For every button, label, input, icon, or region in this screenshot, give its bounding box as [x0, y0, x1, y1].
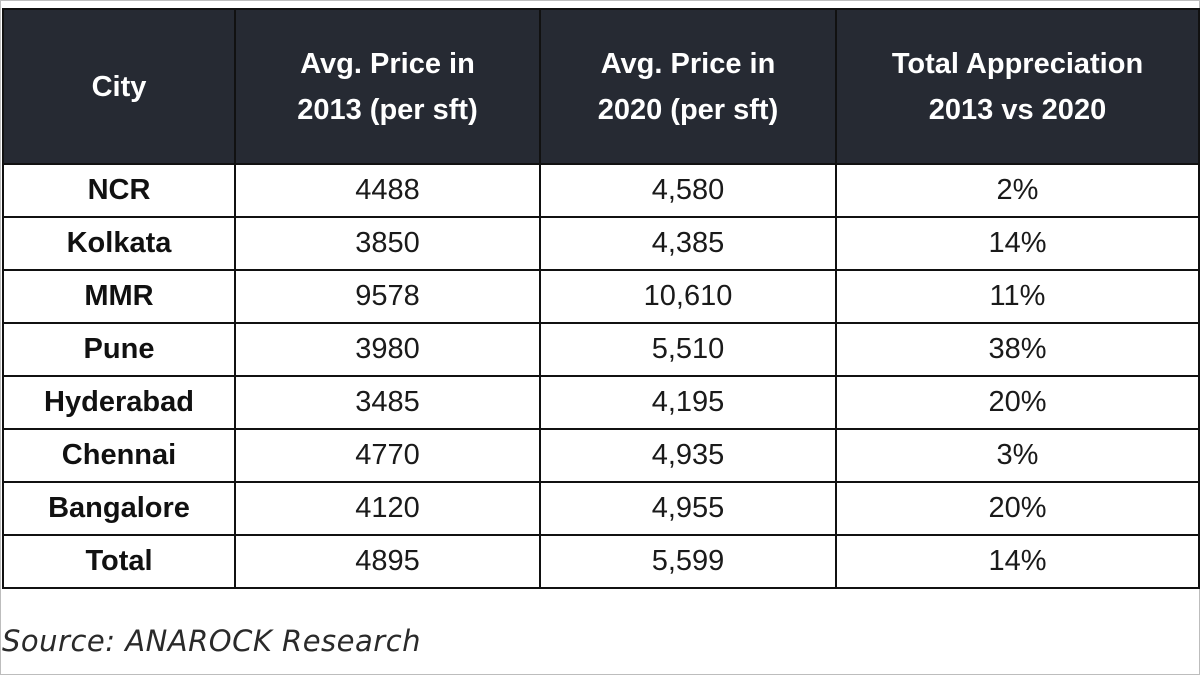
city-cell: NCR: [2, 163, 236, 218]
appreciation-cell: 3%: [835, 428, 1200, 483]
price-2020-cell: 5,510: [539, 322, 837, 377]
city-cell: Chennai: [2, 428, 236, 483]
header-price-2020-line1: Avg. Price in: [600, 47, 776, 80]
city-cell: Hyderabad: [2, 375, 236, 430]
source-caption: Source: ANAROCK Research: [2, 624, 422, 658]
price-2020-cell: 5,599: [539, 534, 837, 589]
header-price-2013: Avg. Price in 2013 (per sft): [234, 8, 541, 165]
price-2013-cell: 3485: [234, 375, 541, 430]
city-cell: Bangalore: [2, 481, 236, 536]
appreciation-cell: 2%: [835, 163, 1200, 218]
table-header: City Avg. Price in 2013 (per sft) Avg. Pr…: [2, 8, 1200, 165]
table-row: Pune 3980 5,510 38%: [2, 322, 1200, 377]
price-2013-cell: 4895: [234, 534, 541, 589]
price-2013-cell: 4488: [234, 163, 541, 218]
price-2020-cell: 10,610: [539, 269, 837, 324]
price-2020-cell: 4,195: [539, 375, 837, 430]
table-body: NCR 4488 4,580 2% Kolkata 3850 4,385 14%…: [2, 163, 1200, 589]
header-price-2020: Avg. Price in 2020 (per sft): [539, 8, 837, 165]
price-2013-cell: 3850: [234, 216, 541, 271]
header-city-label: City: [91, 70, 147, 103]
header-appreciation-line1: Total Appreciation: [891, 47, 1144, 80]
price-2013-cell: 4120: [234, 481, 541, 536]
appreciation-cell: 14%: [835, 216, 1200, 271]
table-row: NCR 4488 4,580 2%: [2, 163, 1200, 218]
appreciation-cell: 20%: [835, 481, 1200, 536]
price-2013-cell: 3980: [234, 322, 541, 377]
header-row: City Avg. Price in 2013 (per sft) Avg. Pr…: [2, 8, 1200, 165]
price-2013-cell: 4770: [234, 428, 541, 483]
table-row: Chennai 4770 4,935 3%: [2, 428, 1200, 483]
appreciation-cell: 38%: [835, 322, 1200, 377]
table-row-total: Total 4895 5,599 14%: [2, 534, 1200, 589]
appreciation-cell: 11%: [835, 269, 1200, 324]
price-2013-cell: 9578: [234, 269, 541, 324]
city-cell: Total: [2, 534, 236, 589]
price-2020-cell: 4,955: [539, 481, 837, 536]
appreciation-cell: 20%: [835, 375, 1200, 430]
table-row: Bangalore 4120 4,955 20%: [2, 481, 1200, 536]
price-2020-cell: 4,385: [539, 216, 837, 271]
table-row: MMR 9578 10,610 11%: [2, 269, 1200, 324]
header-price-2013-line2: 2013 (per sft): [297, 93, 478, 126]
price-2020-cell: 4,580: [539, 163, 837, 218]
price-2020-cell: 4,935: [539, 428, 837, 483]
appreciation-cell: 14%: [835, 534, 1200, 589]
city-cell: MMR: [2, 269, 236, 324]
city-cell: Pune: [2, 322, 236, 377]
header-city: City: [2, 8, 236, 165]
header-price-2013-line1: Avg. Price in: [300, 47, 475, 80]
header-appreciation: Total Appreciation 2013 vs 2020: [835, 8, 1200, 165]
city-cell: Kolkata: [2, 216, 236, 271]
price-appreciation-table: City Avg. Price in 2013 (per sft) Avg. Pr…: [2, 8, 1200, 589]
header-price-2020-line2: 2020 (per sft): [597, 93, 779, 126]
table-row: Kolkata 3850 4,385 14%: [2, 216, 1200, 271]
table-row: Hyderabad 3485 4,195 20%: [2, 375, 1200, 430]
header-appreciation-line2: 2013 vs 2020: [928, 93, 1107, 126]
